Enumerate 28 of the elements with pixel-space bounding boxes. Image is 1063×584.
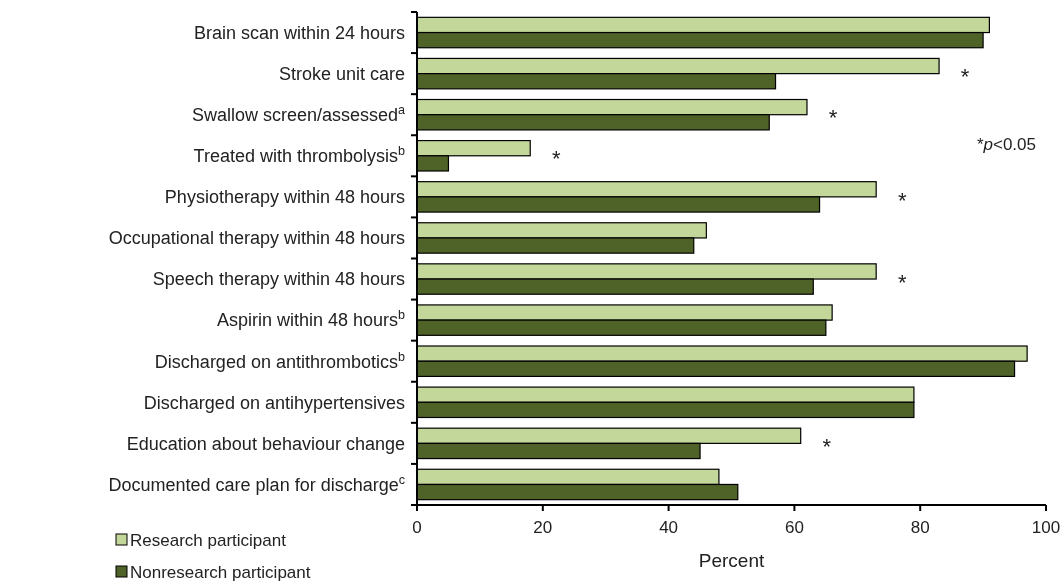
annotation: * [897, 187, 907, 213]
annotation: *p<0.05 [976, 135, 1036, 154]
x-tick-label: 60 [784, 518, 804, 537]
annotation: * [960, 64, 970, 90]
annotation: * [551, 146, 561, 172]
x-axis-title: Percent [698, 550, 765, 571]
x-tick-label: 80 [910, 518, 930, 537]
y-tick-label: Discharged on antihypertensives [143, 392, 405, 413]
x-tick-label: 100 [1031, 518, 1061, 537]
y-tick-label: Swallow screen/assessed$^{a}$ [191, 103, 405, 126]
y-tick-label: Treated with thrombolysis$^{b}$ [193, 144, 405, 167]
y-tick-label: Discharged on antithrombotics$^{b}$ [154, 349, 405, 372]
y-tick-label: Stroke unit care [278, 63, 405, 84]
y-tick-label: Brain scan within 24 hours [193, 22, 405, 43]
y-tick-label: Occupational therapy within 48 hours [108, 228, 405, 249]
annotation: * [897, 269, 907, 295]
y-tick-label: Physiotherapy within 48 hours [164, 187, 405, 208]
legend-label: Research participant [130, 530, 287, 550]
legend-label: Nonresearch participant [130, 562, 311, 582]
y-tick-label: Education about behaviour change [126, 433, 405, 454]
y-tick-label: Documented care plan for discharge$^{c}$ [108, 472, 405, 495]
x-tick-label: 0 [412, 518, 422, 537]
y-tick-label: Speech therapy within 48 hours [152, 269, 405, 290]
annotation: * [822, 434, 832, 460]
x-tick-label: 40 [659, 518, 679, 537]
x-tick-label: 20 [533, 518, 553, 537]
y-tick-label: Aspirin within 48 hours$^{b}$ [216, 308, 405, 331]
annotation: * [828, 105, 838, 131]
